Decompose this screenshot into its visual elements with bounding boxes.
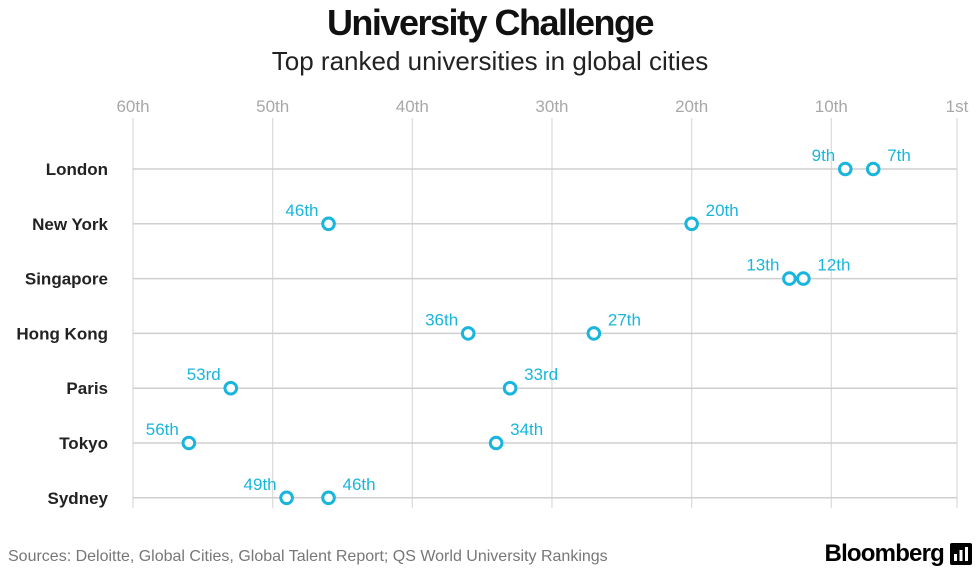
- rank-label: 9th: [812, 146, 836, 165]
- brand-logo: Bloomberg: [825, 540, 972, 568]
- city-label: Singapore: [25, 270, 108, 289]
- brand-name: Bloomberg: [824, 540, 945, 567]
- rank-point: [586, 326, 602, 341]
- rank-label: 27th: [608, 310, 641, 329]
- x-tick-label: 1st: [946, 97, 969, 116]
- rank-point: [279, 490, 294, 506]
- rank-label: 7th: [887, 146, 911, 165]
- rank-label: 49th: [244, 475, 277, 494]
- source-note: Sources: Deloitte, Global Cities, Global…: [8, 548, 608, 565]
- rank-point: [321, 216, 336, 232]
- rank-label: 13th: [746, 256, 779, 275]
- rank-label: 56th: [146, 420, 179, 439]
- x-tick-label: 40th: [396, 97, 429, 116]
- rank-label: 46th: [343, 475, 376, 494]
- x-tick-label: 10th: [815, 97, 848, 116]
- bloomberg-chart-icon: [950, 543, 972, 565]
- rank-point: [321, 490, 336, 506]
- rank-point: [837, 161, 853, 177]
- city-label: London: [46, 160, 108, 179]
- city-label: Sydney: [48, 489, 109, 508]
- city-label: New York: [32, 215, 108, 234]
- rank-point: [684, 216, 699, 232]
- rank-point: [181, 435, 197, 451]
- rank-point: [223, 380, 239, 396]
- rank-point: [865, 161, 881, 177]
- x-tick-label: 30th: [535, 97, 568, 116]
- chart-subtitle: Top ranked universities in global cities: [271, 46, 709, 76]
- x-tick-label: 20th: [675, 97, 708, 116]
- rank-label: 12th: [817, 256, 850, 275]
- chart-title: University Challenge: [326, 2, 655, 43]
- rank-point: [488, 435, 504, 451]
- rank-label: 46th: [285, 201, 318, 220]
- city-label: Paris: [66, 379, 108, 398]
- rank-label: 36th: [425, 310, 458, 329]
- rank-label: 34th: [510, 420, 543, 439]
- rank-point: [502, 380, 518, 396]
- city-label: Tokyo: [59, 434, 108, 453]
- dot-plot-chart: 60th 50th 40th 30th 20th 10th 1st London 9th 7th N…: [16, 97, 969, 508]
- city-label: Hong Kong: [16, 324, 108, 343]
- x-tick-label: 50th: [256, 97, 289, 116]
- rank-label: 33rd: [524, 365, 558, 384]
- x-tick-label: 60th: [116, 97, 149, 116]
- rank-point: [796, 271, 811, 286]
- rank-point: [782, 271, 797, 286]
- rank-label: 53rd: [187, 365, 221, 384]
- rank-point: [460, 326, 476, 341]
- rank-label: 20th: [706, 201, 739, 220]
